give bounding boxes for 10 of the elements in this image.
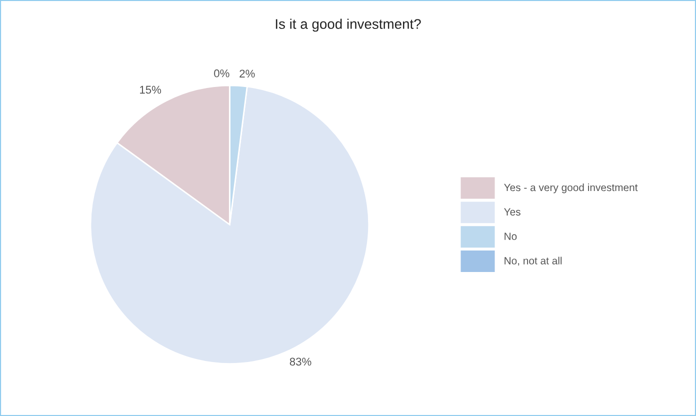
legend-label: Yes - a very good investment	[504, 183, 638, 194]
pie-slice	[90, 86, 370, 365]
legend-label: Yes	[504, 208, 520, 216]
data-label: 83%	[290, 358, 312, 366]
text: 0%	[214, 69, 230, 78]
legend-label: No	[504, 232, 517, 240]
chart-title: Is it a good investment?	[276, 18, 421, 32]
legend-label: No, not at all	[504, 256, 562, 266]
data-label: 2%	[240, 70, 255, 78]
data-label: 15%	[140, 86, 162, 94]
